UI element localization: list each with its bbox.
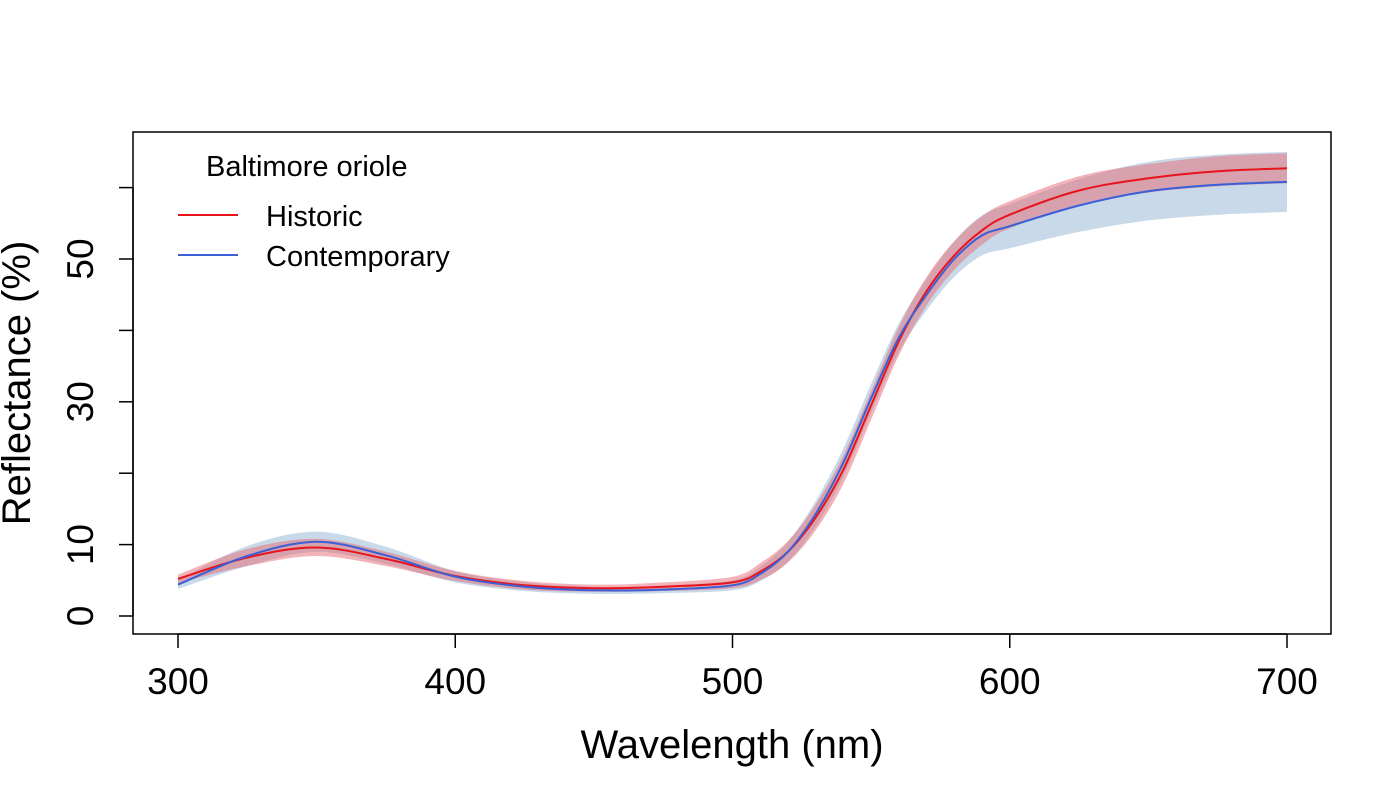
y-tick-label-30: 30	[60, 381, 101, 422]
legend-title: Baltimore oriole	[206, 151, 407, 183]
series-line-historic	[177, 167, 1288, 590]
x-tick-label-500: 500	[702, 661, 764, 702]
legend-label-contemporary: Contemporary	[266, 241, 450, 273]
y-tick-label-10: 10	[60, 524, 101, 565]
y-tick-label-0: 0	[60, 606, 101, 627]
x-tick-label-600: 600	[979, 661, 1041, 702]
y-tick-label-50: 50	[60, 238, 101, 279]
band-historic	[178, 153, 1287, 592]
legend-label-historic: Historic	[266, 201, 363, 233]
series-line-contemporary	[177, 180, 1288, 592]
y-axis: 0 10 30 50	[60, 186, 134, 627]
x-axis-title: Wavelength (nm)	[580, 723, 883, 767]
x-axis: 300 400 500 600 700	[147, 633, 1318, 702]
y-axis-title: Reflectance (%)	[0, 241, 39, 526]
x-tick-label-300: 300	[147, 661, 209, 702]
legend: Baltimore oriole Historic Contemporary	[178, 151, 450, 273]
x-tick-label-700: 700	[1256, 661, 1318, 702]
lines-layer	[177, 167, 1288, 592]
x-tick-label-400: 400	[424, 661, 486, 702]
